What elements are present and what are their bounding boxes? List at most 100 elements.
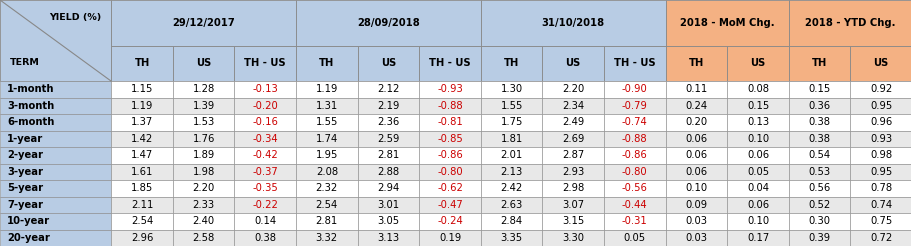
Bar bbox=[726, 197, 788, 213]
Bar bbox=[603, 180, 665, 197]
Text: -0.86: -0.86 bbox=[436, 150, 463, 160]
Bar bbox=[234, 213, 296, 230]
Bar bbox=[111, 131, 172, 147]
Bar bbox=[111, 81, 172, 98]
Bar bbox=[542, 98, 603, 114]
Text: -0.22: -0.22 bbox=[252, 200, 278, 210]
Bar bbox=[234, 197, 296, 213]
Bar bbox=[788, 131, 849, 147]
Bar bbox=[480, 46, 542, 81]
Text: 2.01: 2.01 bbox=[500, 150, 522, 160]
Bar bbox=[111, 197, 172, 213]
Bar bbox=[849, 114, 911, 131]
Text: TH: TH bbox=[319, 58, 334, 68]
Bar bbox=[665, 0, 788, 46]
Text: 0.05: 0.05 bbox=[623, 233, 645, 243]
Bar bbox=[603, 197, 665, 213]
Text: TH: TH bbox=[811, 58, 826, 68]
Bar bbox=[542, 131, 603, 147]
Text: 31/10/2018: 31/10/2018 bbox=[541, 18, 604, 28]
Text: -0.20: -0.20 bbox=[252, 101, 278, 111]
Text: 0.36: 0.36 bbox=[808, 101, 830, 111]
Text: 2.84: 2.84 bbox=[500, 216, 522, 226]
Text: -0.16: -0.16 bbox=[252, 117, 278, 127]
Bar bbox=[665, 46, 726, 81]
Bar bbox=[234, 46, 296, 81]
Text: 1.76: 1.76 bbox=[192, 134, 215, 144]
Text: TH - US: TH - US bbox=[429, 58, 470, 68]
Text: 3.01: 3.01 bbox=[377, 200, 399, 210]
Bar bbox=[665, 98, 726, 114]
Bar bbox=[788, 197, 849, 213]
Bar bbox=[296, 147, 357, 164]
Text: 1.53: 1.53 bbox=[192, 117, 214, 127]
Text: TH - US: TH - US bbox=[244, 58, 286, 68]
Bar bbox=[603, 98, 665, 114]
Bar bbox=[357, 147, 419, 164]
Bar bbox=[111, 147, 172, 164]
Text: -0.79: -0.79 bbox=[621, 101, 647, 111]
Text: 3.05: 3.05 bbox=[377, 216, 399, 226]
Text: 1-month: 1-month bbox=[7, 84, 55, 94]
Bar bbox=[357, 230, 419, 246]
Bar bbox=[542, 180, 603, 197]
Text: 2.42: 2.42 bbox=[500, 183, 522, 193]
Bar bbox=[849, 213, 911, 230]
Bar bbox=[788, 230, 849, 246]
Bar bbox=[111, 164, 172, 180]
Text: 2.20: 2.20 bbox=[561, 84, 584, 94]
Text: 1.37: 1.37 bbox=[131, 117, 153, 127]
Text: 2018 - YTD Chg.: 2018 - YTD Chg. bbox=[804, 18, 895, 28]
Text: 1.31: 1.31 bbox=[315, 101, 338, 111]
Bar bbox=[357, 164, 419, 180]
Text: 0.38: 0.38 bbox=[808, 117, 830, 127]
Bar bbox=[234, 81, 296, 98]
Bar bbox=[849, 98, 911, 114]
Text: 1.15: 1.15 bbox=[130, 84, 153, 94]
Bar bbox=[172, 81, 234, 98]
Bar bbox=[788, 180, 849, 197]
Text: -0.35: -0.35 bbox=[252, 183, 278, 193]
Bar bbox=[480, 230, 542, 246]
Text: 2018 - MoM Chg.: 2018 - MoM Chg. bbox=[679, 18, 773, 28]
Bar bbox=[296, 230, 357, 246]
Bar bbox=[665, 131, 726, 147]
Text: 2.63: 2.63 bbox=[500, 200, 522, 210]
Bar bbox=[172, 46, 234, 81]
Text: 0.05: 0.05 bbox=[746, 167, 768, 177]
Bar bbox=[603, 131, 665, 147]
Bar bbox=[234, 230, 296, 246]
Text: 1.19: 1.19 bbox=[130, 101, 153, 111]
Text: 2.81: 2.81 bbox=[377, 150, 399, 160]
Bar bbox=[726, 98, 788, 114]
Text: -0.56: -0.56 bbox=[621, 183, 647, 193]
Bar bbox=[603, 46, 665, 81]
Bar bbox=[665, 197, 726, 213]
Bar bbox=[788, 81, 849, 98]
Bar bbox=[849, 164, 911, 180]
Bar bbox=[234, 131, 296, 147]
Bar bbox=[419, 197, 480, 213]
Bar bbox=[296, 164, 357, 180]
Text: 1.74: 1.74 bbox=[315, 134, 338, 144]
Text: 3.35: 3.35 bbox=[500, 233, 522, 243]
Text: 2.58: 2.58 bbox=[192, 233, 214, 243]
Bar bbox=[480, 197, 542, 213]
Bar bbox=[296, 46, 357, 81]
Bar bbox=[603, 147, 665, 164]
Bar bbox=[726, 213, 788, 230]
Text: 0.53: 0.53 bbox=[808, 167, 830, 177]
Text: 0.75: 0.75 bbox=[869, 216, 891, 226]
Bar bbox=[0, 213, 111, 230]
Bar bbox=[172, 164, 234, 180]
Text: 3.32: 3.32 bbox=[315, 233, 337, 243]
Bar bbox=[849, 81, 911, 98]
Text: 3.15: 3.15 bbox=[561, 216, 584, 226]
Bar bbox=[480, 147, 542, 164]
Text: 2.40: 2.40 bbox=[192, 216, 214, 226]
Bar bbox=[603, 230, 665, 246]
Bar bbox=[111, 0, 296, 46]
Bar bbox=[419, 114, 480, 131]
Text: 1.89: 1.89 bbox=[192, 150, 214, 160]
Text: 0.78: 0.78 bbox=[869, 183, 891, 193]
